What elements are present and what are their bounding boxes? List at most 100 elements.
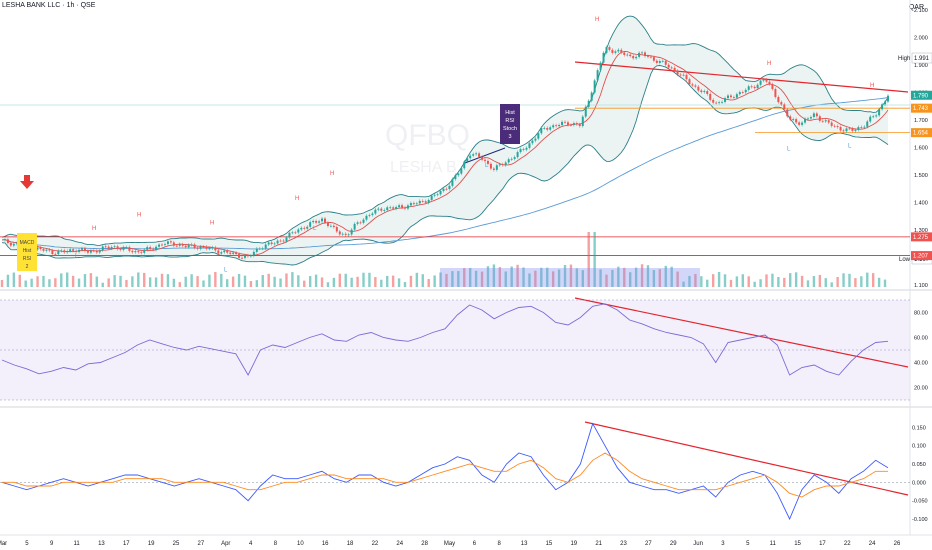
last-price-value: 1.790 [913, 93, 929, 99]
candle-body [596, 70, 599, 81]
candle-body [131, 250, 134, 253]
volume-bar [557, 269, 561, 287]
high-marker: H [295, 196, 299, 202]
volume-bar [160, 273, 164, 287]
yellow-line-3: RSI [23, 256, 31, 262]
candle-body [801, 122, 804, 125]
volume-bar [77, 278, 81, 287]
candle-body [205, 246, 208, 249]
rsi-tick: 60.00 [914, 336, 928, 342]
candle-body [620, 49, 623, 53]
yellow-line-2: Hist [23, 248, 32, 254]
volume-bar [439, 272, 442, 287]
price-tick: 2.100 [914, 8, 928, 14]
candle-body [644, 52, 647, 57]
volume-bar [723, 274, 727, 287]
candle-body [436, 194, 439, 196]
candle-body [771, 84, 774, 90]
candle-body [125, 247, 128, 249]
volume-bar [534, 270, 537, 287]
candle-body [389, 207, 392, 209]
candle-body [169, 241, 172, 243]
candle-body [184, 245, 187, 248]
volume-bar [528, 273, 531, 287]
volume-bar [391, 275, 395, 287]
high-value-box [911, 52, 932, 64]
candle-body [66, 251, 69, 253]
candle-body [664, 60, 667, 65]
trendline-small[interactable] [464, 147, 506, 164]
time-tick: 27 [645, 541, 652, 547]
candle-body [353, 223, 356, 230]
candle-body [768, 81, 771, 85]
purple-line-3: Stoch [503, 126, 517, 132]
candle-body [623, 52, 626, 55]
time-tick: 13 [521, 541, 528, 547]
low-marker: L [848, 144, 852, 150]
candle-body [202, 246, 205, 248]
candle-body [848, 128, 851, 130]
signal-box-purple-bg [500, 104, 520, 144]
time-tick: 8 [274, 541, 278, 547]
volume-bar [208, 274, 211, 287]
candle-body [878, 109, 881, 116]
yellow-line-1: MACD [20, 240, 35, 246]
candle-body [261, 248, 264, 250]
volume-bar [178, 282, 181, 287]
time-tick: 24 [869, 541, 876, 547]
candle-body [795, 119, 798, 123]
candle-body [738, 92, 741, 95]
trendline-price[interactable] [574, 61, 909, 93]
trendline-macd[interactable] [584, 421, 909, 496]
orange-price-box [911, 103, 932, 113]
candle-body [166, 241, 169, 245]
candle-body [854, 129, 857, 131]
candle-body [374, 209, 377, 214]
candle-body [398, 205, 401, 208]
candle-body [741, 92, 744, 93]
volume-bar [421, 274, 424, 287]
candle-body [676, 70, 679, 75]
volume-bar [551, 271, 555, 287]
candle-body [439, 190, 442, 195]
candle-body [590, 92, 593, 101]
moving-average-short [1, 50, 889, 256]
candle-body [534, 138, 537, 141]
candle-body [780, 102, 783, 105]
candle-body [344, 233, 347, 235]
candle-body [332, 225, 335, 228]
candle-body [638, 52, 641, 57]
trendline-rsi[interactable] [574, 297, 909, 368]
volume-bar [854, 278, 857, 287]
volume-bar [860, 276, 863, 287]
candle-body [715, 102, 718, 104]
candle-body [418, 200, 421, 204]
candle-body [578, 124, 581, 127]
volume-bar [261, 274, 264, 287]
candle-body [827, 120, 830, 123]
candle-body [691, 84, 694, 86]
high-low-markers: H H H H H H H H L L L L L L [75, 17, 874, 273]
candle-body [187, 244, 190, 248]
candle-body [670, 67, 673, 69]
macd-tick: 0.150 [912, 425, 926, 431]
purple-line-4: 3 [508, 134, 511, 140]
candle-body [608, 47, 611, 50]
orange-price-label: 1.743 [911, 103, 932, 113]
candle-body [341, 233, 344, 235]
signal-box-yellow[interactable]: MACD Hist RSI 2 [17, 233, 37, 271]
volume-bar [664, 265, 667, 287]
volume-bar [273, 276, 276, 287]
candle-body [312, 220, 315, 223]
volume-bar [249, 281, 253, 287]
volume-bar [397, 278, 401, 287]
yellow-line-4: 2 [26, 264, 29, 270]
volume-bar [332, 277, 336, 287]
candle-body [549, 127, 552, 130]
signal-box-purple[interactable]: Hist RSI Stoch 3 [500, 104, 520, 144]
candle-body [309, 222, 312, 227]
candle-body [679, 74, 682, 76]
candle-body [226, 250, 229, 253]
volume-bar [220, 273, 223, 287]
